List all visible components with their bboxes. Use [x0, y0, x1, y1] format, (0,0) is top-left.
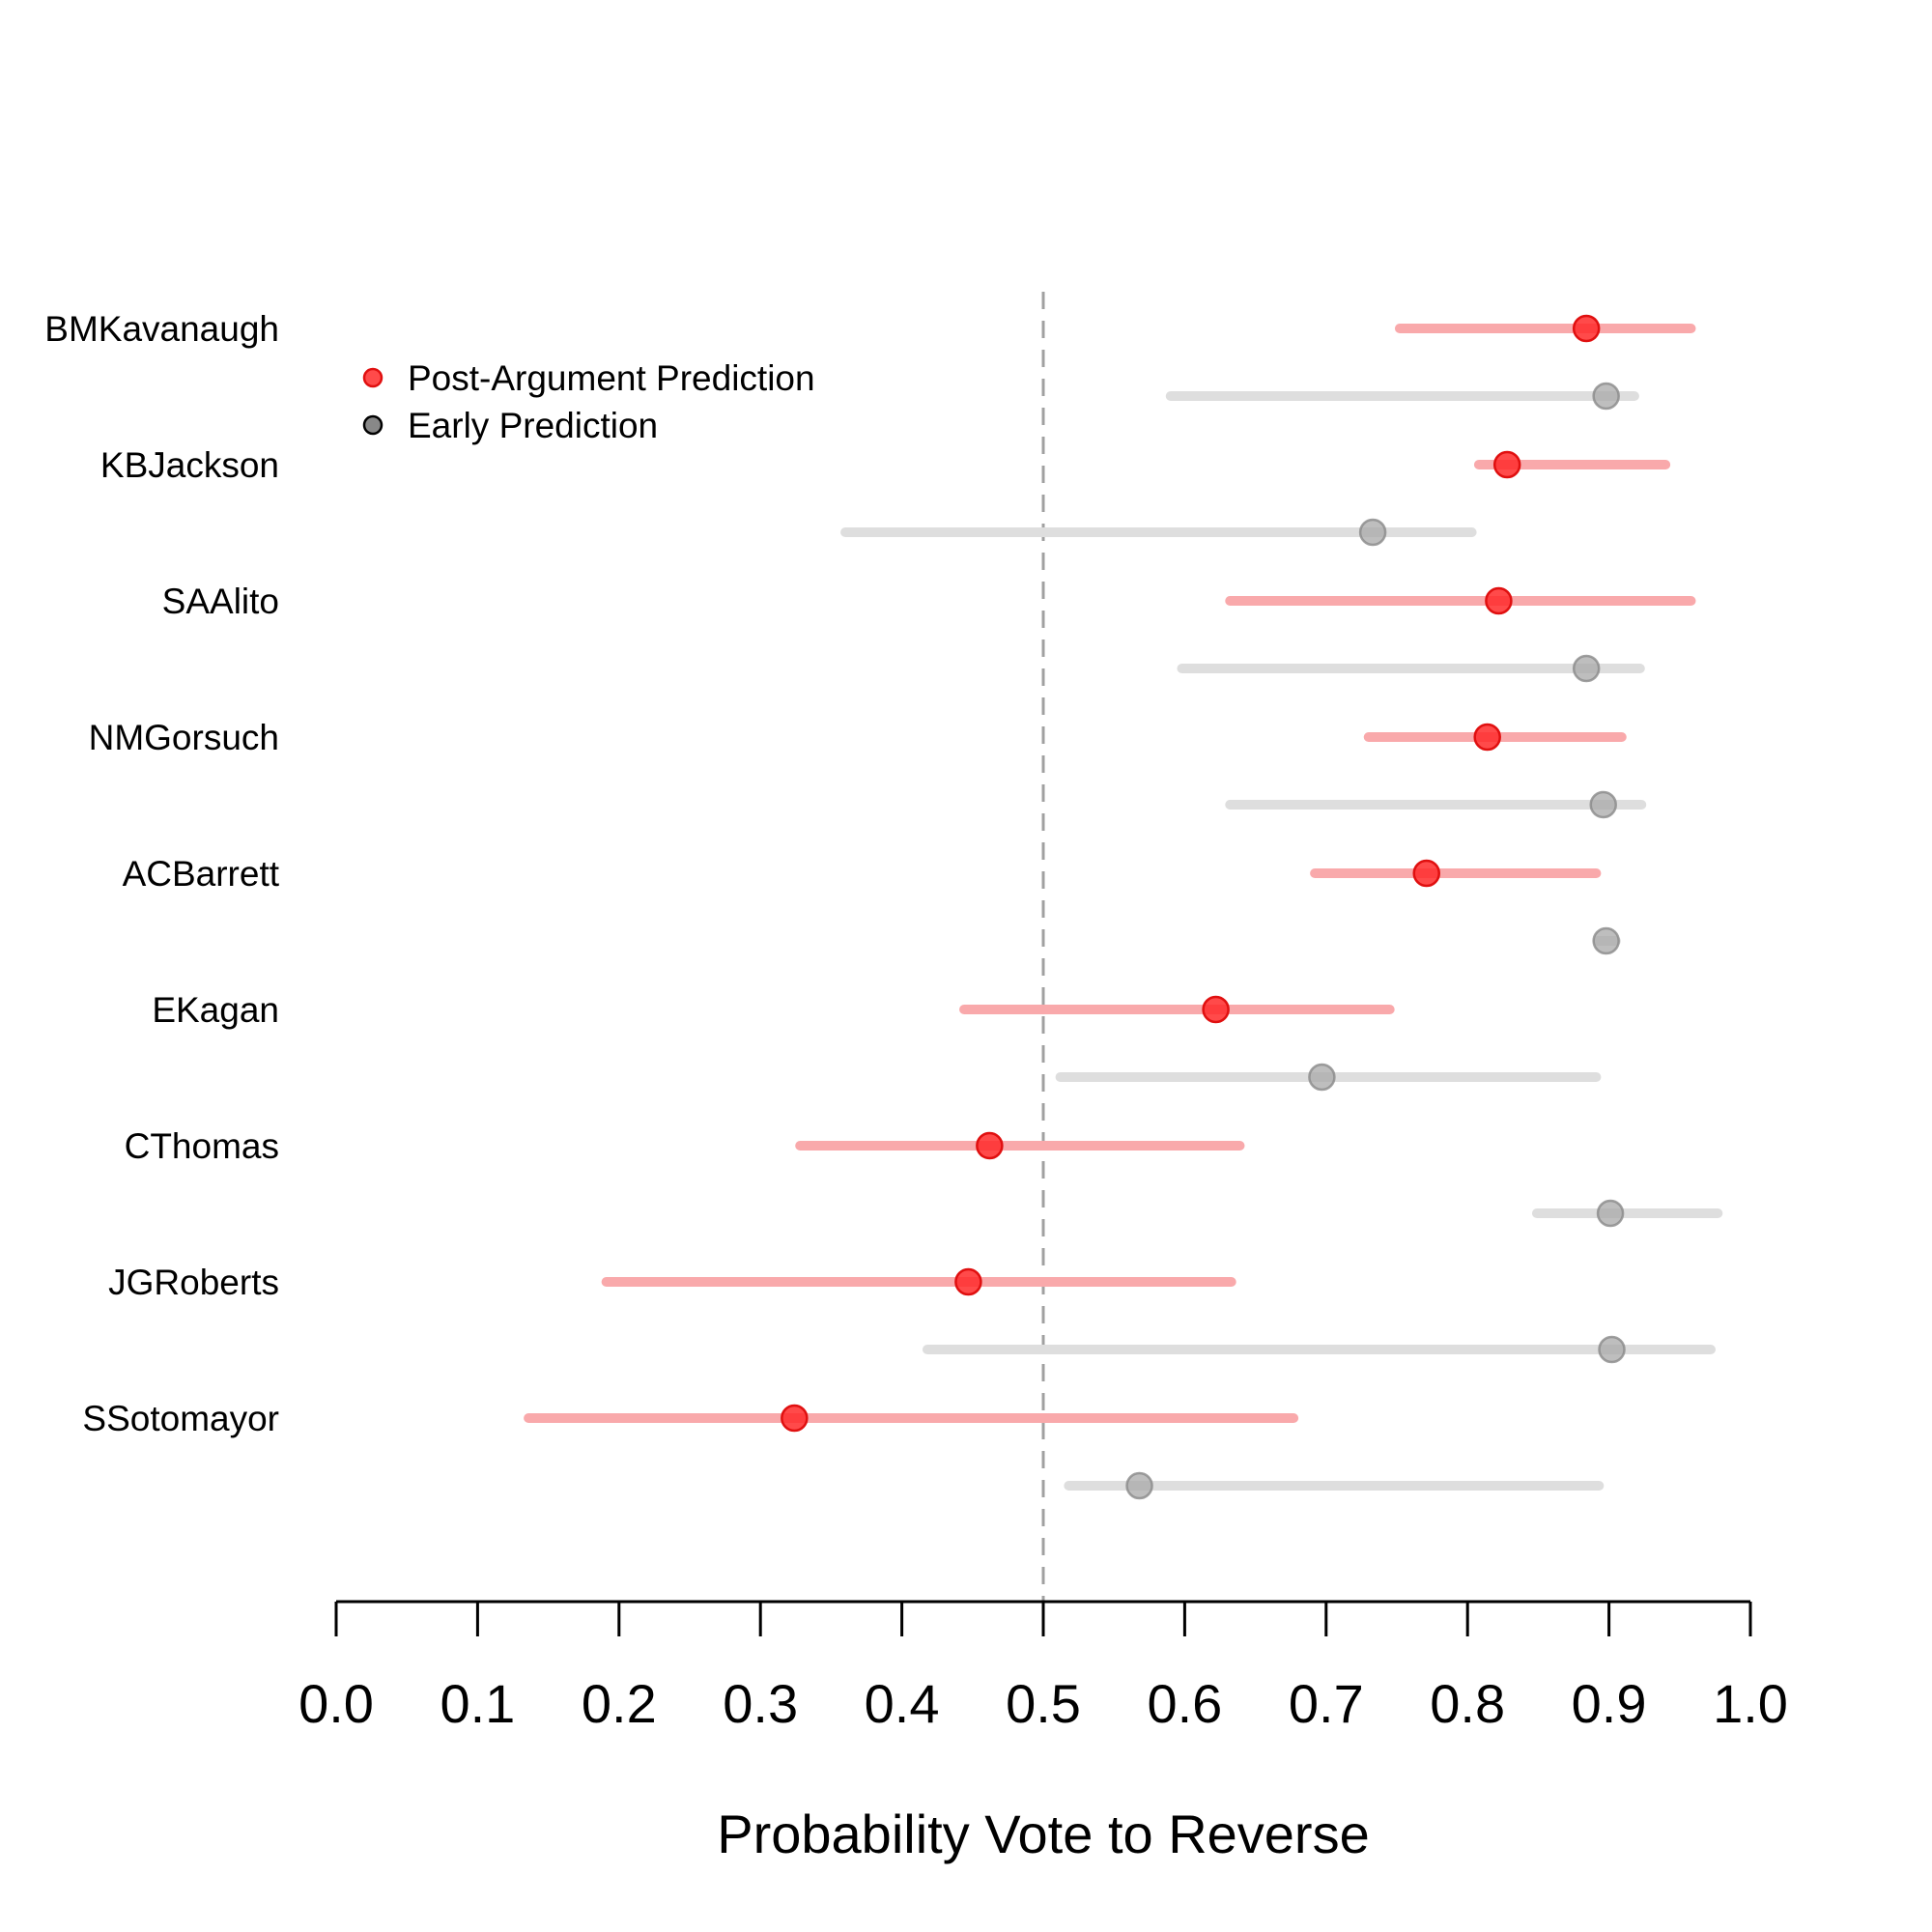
x-tick-label-8: 0.8 — [1430, 1673, 1505, 1734]
legend-marker-post — [362, 367, 384, 388]
x-tick-label-3: 0.3 — [723, 1673, 798, 1734]
justice-label-saalito: SAAlito — [162, 582, 279, 621]
early-point-ssotomayor — [1125, 1471, 1153, 1500]
x-tick-label-9: 0.9 — [1572, 1673, 1647, 1734]
justice-label-kbjackson: KBJackson — [100, 445, 279, 485]
x-tick-label-10: 1.0 — [1713, 1673, 1788, 1734]
early-point-bmkavanaugh — [1592, 382, 1620, 411]
early-point-cthomas — [1596, 1199, 1625, 1228]
x-tick-label-7: 0.7 — [1289, 1673, 1364, 1734]
x-tick-label-1: 0.1 — [440, 1673, 515, 1734]
legend-label-early: Early Prediction — [408, 406, 658, 445]
justice-label-nmgorsuch: NMGorsuch — [89, 718, 279, 757]
post-point-saalito — [1485, 586, 1513, 615]
early-point-saalito — [1572, 654, 1601, 683]
early-point-kbjackson — [1358, 518, 1387, 547]
justice-label-bmkavanaugh: BMKavanaugh — [44, 309, 279, 349]
justice-label-ssotomayor: SSotomayor — [82, 1399, 279, 1438]
legend-marker-early — [362, 414, 384, 436]
post-point-ekagan — [1202, 995, 1230, 1024]
post-point-nmgorsuch — [1473, 723, 1501, 752]
post-point-kbjackson — [1492, 450, 1521, 479]
early-point-ekagan — [1308, 1063, 1336, 1092]
legend: Post-Argument Prediction Early Prediction — [362, 358, 815, 445]
early-point-acbarrett — [1592, 926, 1620, 955]
justice-labels: BMKavanaugh KBJackson SAAlito NMGorsuch ACBa… — [44, 309, 279, 1438]
justice-label-cthomas: CThomas — [125, 1126, 279, 1166]
x-axis-title: Probability Vote to Reverse — [717, 1804, 1369, 1864]
interval-layer — [524, 324, 1723, 1491]
x-axis: 0.0 0.1 0.2 0.3 0.4 0.5 0.6 0.7 0.8 0.9 1.0 — [298, 1600, 1788, 1734]
x-tick-label-6: 0.6 — [1147, 1673, 1222, 1734]
early-point-jgroberts — [1598, 1335, 1626, 1364]
post-point-acbarrett — [1412, 859, 1440, 888]
x-tick-label-4: 0.4 — [865, 1673, 940, 1734]
early-point-nmgorsuch — [1589, 790, 1617, 819]
x-tick-label-5: 0.5 — [1006, 1673, 1081, 1734]
x-tick-label-2: 0.2 — [582, 1673, 657, 1734]
legend-label-post: Post-Argument Prediction — [408, 358, 815, 398]
post-point-cthomas — [976, 1131, 1004, 1160]
x-tick-label-0: 0.0 — [298, 1673, 374, 1734]
justice-label-ekagan: EKagan — [152, 990, 279, 1030]
justice-label-acbarrett: ACBarrett — [123, 854, 280, 894]
post-point-bmkavanaugh — [1572, 314, 1601, 343]
justice-label-jgroberts: JGRoberts — [108, 1263, 279, 1302]
post-point-jgroberts — [954, 1267, 982, 1296]
point-layer — [781, 314, 1626, 1500]
post-point-ssotomayor — [781, 1404, 809, 1433]
